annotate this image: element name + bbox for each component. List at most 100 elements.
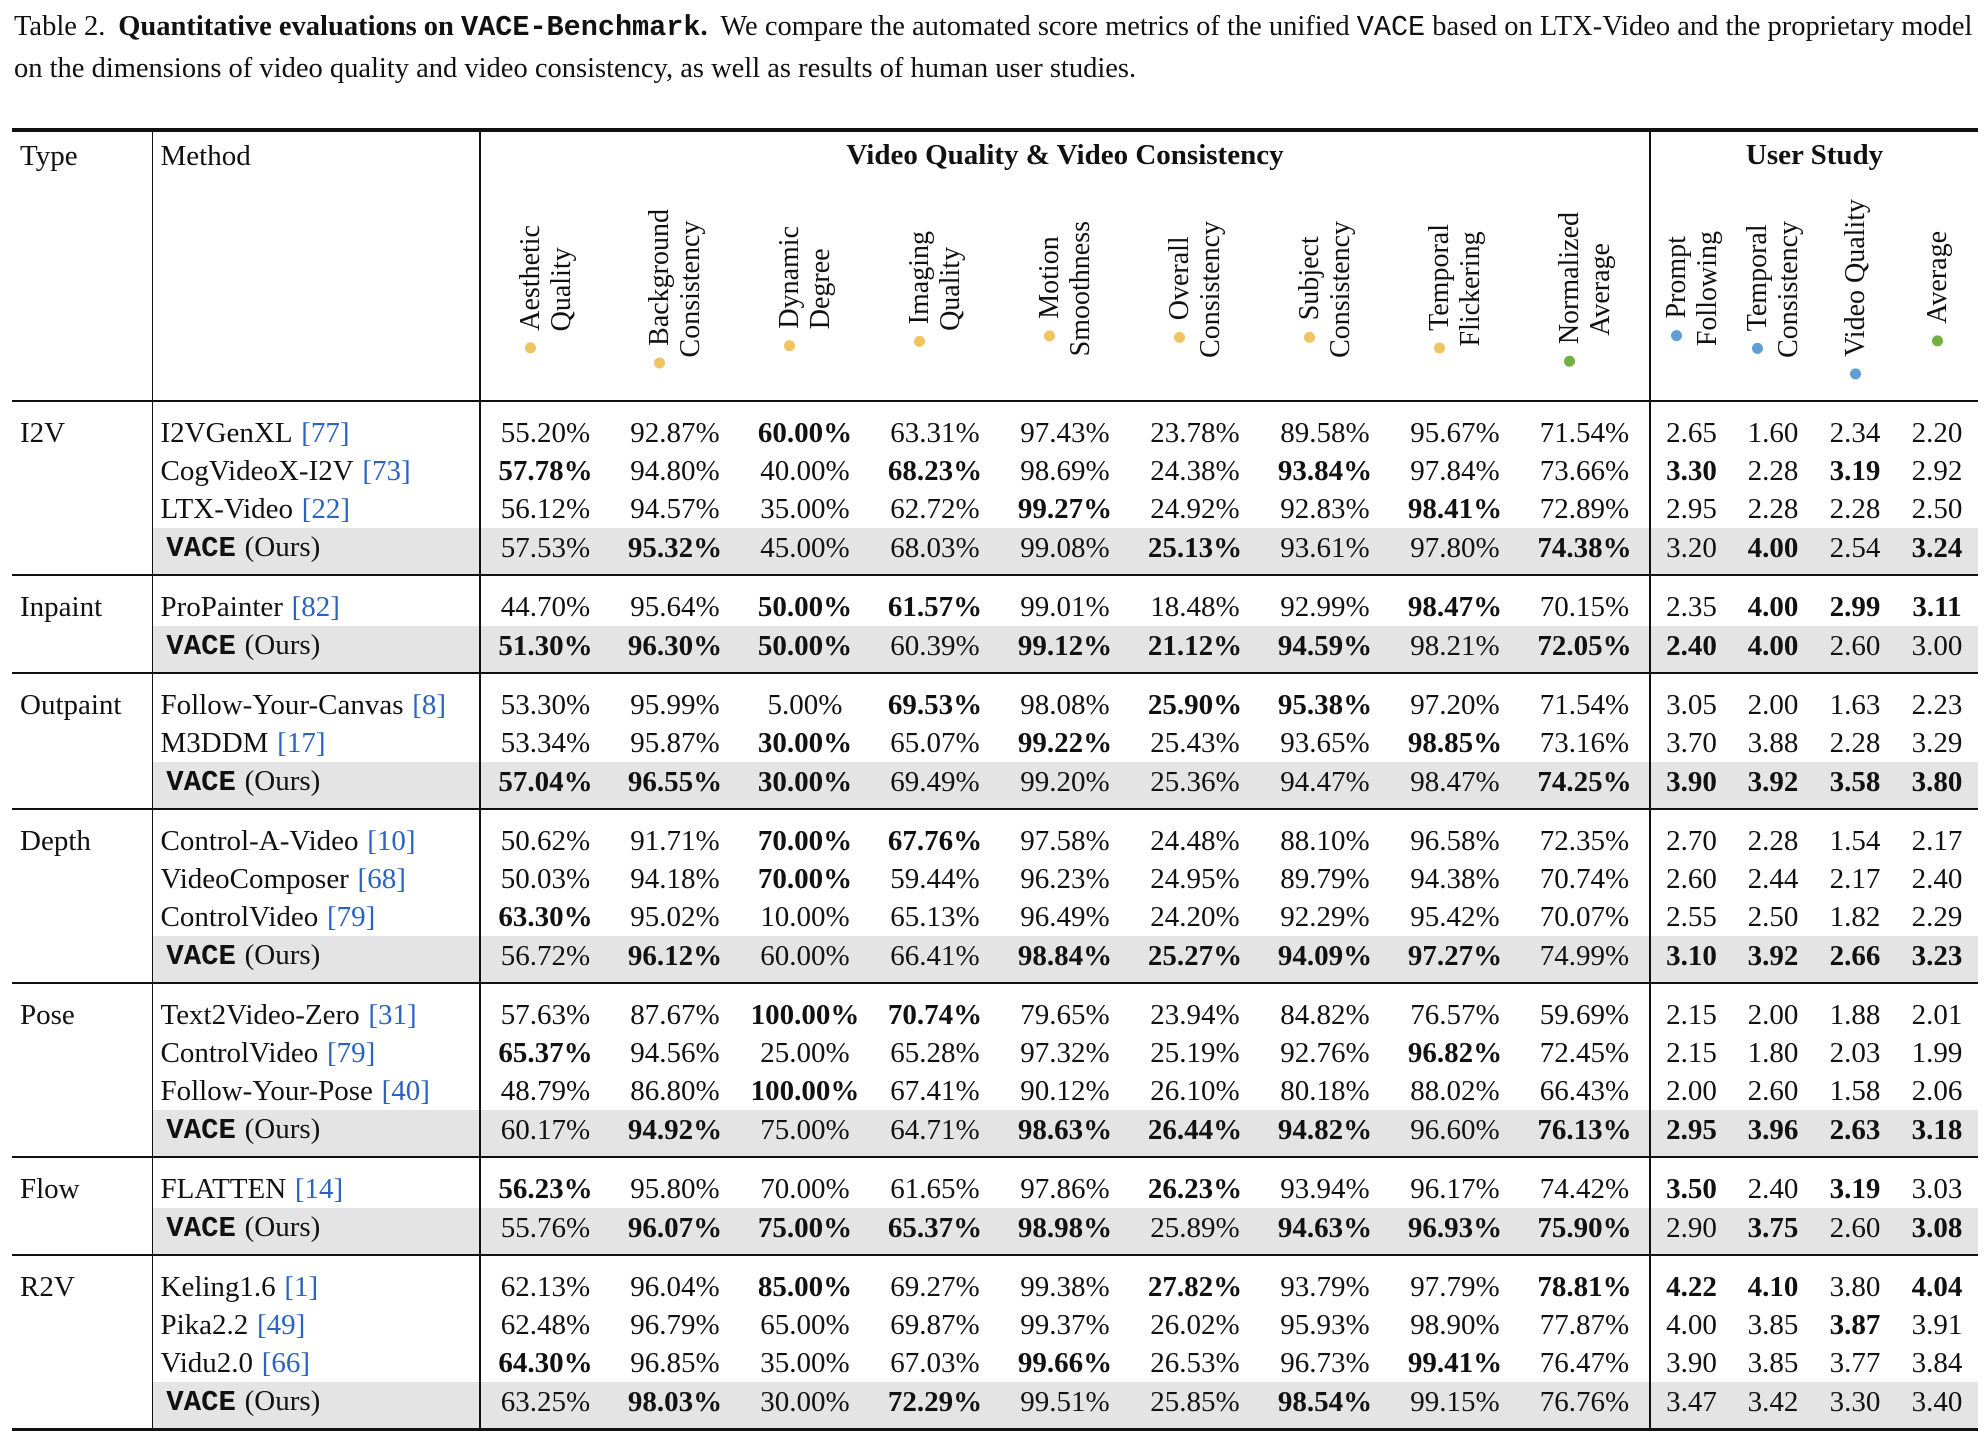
value-cell: 96.17% <box>1410 1173 1500 1205</box>
citation: [49] <box>257 1309 306 1341</box>
value-cell: 66.41% <box>870 936 1000 983</box>
group: Pose Text2Video-Zero [31] 57.63% 87.67% 100.0… <box>12 983 1978 1157</box>
value-cell: 95.93% <box>1280 1309 1370 1341</box>
rotated-label: Temporal Flickering <box>1424 224 1486 354</box>
method-name: VACE <box>166 630 236 663</box>
column-header: Background Consistency <box>610 178 740 402</box>
method-suffix: (Ours) <box>244 1385 321 1417</box>
dot <box>654 357 666 369</box>
table-row: Outpaint Follow-Your-Canvas [8] 53.30% 95.99… <box>12 673 1978 809</box>
value-cell: 3.29 <box>1911 727 1963 759</box>
value-cell: 2.15 <box>1666 1037 1717 1069</box>
caption-text: based on LTX-Video and the proprietary m… <box>14 11 1973 84</box>
value-cell: 70.00% <box>757 863 853 895</box>
value-cell: 55.76% <box>480 1208 610 1255</box>
value-cell: 30.00% <box>757 727 853 759</box>
value-cell: 94.80% <box>630 455 720 487</box>
value-cell: 95.02% <box>630 901 720 933</box>
value-cell: 71.54% <box>1520 673 1651 724</box>
table-row: LTX-Video [22] 56.12% 94.57% 35.00% 62.72% 99.… <box>12 490 1978 528</box>
value-cell: 93.61% <box>1260 528 1390 575</box>
value-cell: 99.20% <box>1000 762 1130 809</box>
value-cell: 4.00 <box>1747 591 1799 623</box>
group: I2V I2VGenXL [77] 55.20% 92.87% 60.00% 63.31% 9… <box>12 401 1978 575</box>
method-name: Pika2.2 <box>160 1309 249 1341</box>
value-cell: 60.39% <box>870 626 1000 673</box>
value-cell: 77.87% <box>1520 1306 1651 1344</box>
value-cell: 95.99% <box>630 689 720 721</box>
value-cell: 67.76% <box>887 825 983 857</box>
value-cell: 57.63% <box>500 999 591 1031</box>
column-label: Consistency <box>1773 220 1804 358</box>
value-cell: 3.47 <box>1650 1382 1732 1430</box>
value-cell: 3.75 <box>1732 1208 1814 1255</box>
table-row: VideoComposer [68] 50.03% 94.18% 70.00% 59.44… <box>12 860 1978 898</box>
rotated-label: Motion Smoothness <box>1034 221 1096 356</box>
dot <box>1671 330 1682 342</box>
table-row: VACE (Ours) 57.53% 95.32% 45.00% 68.03% 99.08%… <box>12 528 1978 575</box>
value-cell: 94.63% <box>1260 1208 1390 1255</box>
table-row: Vidu2.0 [66] 64.30% 96.85% 35.00% 67.03% 99.66… <box>12 1344 1978 1382</box>
rotated-label: Prompt Following <box>1661 231 1723 346</box>
value-cell: 27.82% <box>1147 1271 1243 1303</box>
value-cell: 2.28 <box>1747 493 1799 525</box>
method-name: M3DDM <box>160 727 269 759</box>
value-cell: 3.84 <box>1911 1347 1963 1379</box>
value-cell: 69.87% <box>890 1309 980 1341</box>
value-cell: 2.55 <box>1666 901 1717 933</box>
value-cell: 4.22 <box>1666 1271 1717 1303</box>
value-cell: 97.20% <box>1410 689 1500 721</box>
value-cell: 4.00 <box>1666 1309 1717 1341</box>
value-cell: 2.00 <box>1666 1075 1717 1107</box>
value-cell: 3.00 <box>1896 626 1978 673</box>
method-cell: ControlVideo [79] <box>152 1034 481 1072</box>
method-cell: CogVideoX-I2V [73] <box>152 452 481 490</box>
value-cell: 3.19 <box>1829 1173 1881 1205</box>
value-cell: 3.88 <box>1747 727 1799 759</box>
rotated-label: Normalized Average <box>1554 212 1616 367</box>
value-cell: 3.92 <box>1732 936 1814 983</box>
value-cell: 3.18 <box>1896 1110 1978 1157</box>
value-cell: 89.58% <box>1280 417 1370 449</box>
value-cell: 97.27% <box>1390 936 1520 983</box>
value-cell: 3.40 <box>1896 1382 1978 1430</box>
method-name: I2VGenXL <box>160 417 293 449</box>
value-cell: 92.83% <box>1280 493 1370 525</box>
value-cell: 90.12% <box>1020 1075 1110 1107</box>
value-cell: 2.95 <box>1666 493 1717 525</box>
value-cell: 62.72% <box>890 493 980 525</box>
method-cell: FLATTEN [14] <box>152 1157 481 1208</box>
value-cell: 99.08% <box>1000 528 1130 575</box>
value-cell: 1.63 <box>1829 689 1881 721</box>
value-cell: 60.00% <box>757 417 853 449</box>
rotated-label: Overall Consistency <box>1164 221 1226 358</box>
value-cell: 87.67% <box>630 999 720 1031</box>
value-cell: 70.00% <box>757 825 853 857</box>
table-header: Type Method Video Quality & Video Consiste… <box>12 128 1978 402</box>
table-row: VACE (Ours) 51.30% 96.30% 50.00% 60.39% 99.12%… <box>12 626 1978 673</box>
column-label: Smoothness <box>1065 221 1096 357</box>
value-cell: 3.90 <box>1666 1347 1717 1379</box>
value-cell: 50.00% <box>740 626 870 673</box>
value-cell: 69.27% <box>890 1271 980 1303</box>
dot <box>1752 342 1764 354</box>
dot <box>784 340 796 352</box>
value-cell: 96.73% <box>1280 1347 1370 1379</box>
value-cell: 3.77 <box>1829 1347 1881 1379</box>
value-cell: 76.13% <box>1520 1110 1651 1157</box>
dot <box>1174 331 1186 343</box>
value-cell: 76.57% <box>1410 999 1500 1031</box>
value-cell: 50.03% <box>500 863 591 895</box>
value-cell: 57.78% <box>498 455 593 487</box>
value-cell: 63.25% <box>480 1382 610 1430</box>
value-cell: 25.13% <box>1130 528 1260 575</box>
group: Inpaint ProPainter [82] 44.70% 95.64% 50.00% 6… <box>12 575 1978 673</box>
value-cell: 95.64% <box>630 591 720 623</box>
value-cell: 56.12% <box>500 493 591 525</box>
value-cell: 95.38% <box>1277 689 1373 721</box>
value-cell: 98.69% <box>1020 455 1110 487</box>
method-cell: I2VGenXL [77] <box>152 401 481 452</box>
value-cell: 96.55% <box>610 762 740 809</box>
value-cell: 2.40 <box>1747 1173 1799 1205</box>
method-cell: Text2Video-Zero [31] <box>152 983 481 1034</box>
